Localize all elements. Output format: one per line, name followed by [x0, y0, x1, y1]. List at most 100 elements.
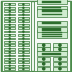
- Circle shape: [23, 21, 24, 22]
- Bar: [42, 9, 61, 10]
- Bar: [37, 57, 50, 61]
- Circle shape: [9, 4, 10, 5]
- Circle shape: [23, 24, 24, 25]
- Bar: [37, 51, 67, 56]
- Bar: [41, 36, 62, 37]
- Circle shape: [59, 68, 61, 70]
- Circle shape: [9, 55, 10, 56]
- Circle shape: [9, 21, 10, 22]
- Circle shape: [9, 17, 10, 19]
- Bar: [53, 62, 67, 66]
- Circle shape: [23, 7, 24, 8]
- Circle shape: [23, 28, 24, 29]
- Bar: [4, 65, 15, 67]
- Bar: [37, 43, 50, 47]
- Bar: [42, 1, 61, 3]
- Bar: [4, 58, 15, 60]
- Bar: [4, 21, 15, 22]
- Bar: [4, 41, 15, 43]
- Circle shape: [23, 58, 24, 59]
- Bar: [4, 55, 15, 56]
- Circle shape: [23, 31, 24, 32]
- Bar: [4, 10, 15, 12]
- Bar: [53, 57, 67, 61]
- Circle shape: [9, 69, 10, 70]
- Circle shape: [9, 24, 10, 25]
- Circle shape: [9, 48, 10, 49]
- Bar: [42, 22, 61, 24]
- Circle shape: [43, 63, 45, 65]
- Bar: [34, 1, 70, 71]
- Circle shape: [9, 65, 10, 66]
- Circle shape: [23, 41, 24, 42]
- Bar: [18, 61, 29, 63]
- Circle shape: [9, 34, 10, 36]
- Bar: [53, 67, 67, 71]
- Bar: [53, 47, 67, 51]
- Circle shape: [9, 11, 10, 12]
- Circle shape: [23, 17, 24, 19]
- Circle shape: [23, 14, 24, 15]
- Bar: [37, 67, 50, 71]
- Circle shape: [23, 69, 24, 70]
- Circle shape: [23, 62, 24, 63]
- Bar: [53, 43, 67, 47]
- Circle shape: [23, 38, 24, 39]
- Bar: [18, 51, 29, 53]
- Bar: [4, 44, 15, 46]
- Circle shape: [23, 34, 24, 36]
- Bar: [18, 58, 29, 60]
- Bar: [18, 24, 29, 26]
- Circle shape: [23, 45, 24, 46]
- Bar: [37, 27, 67, 32]
- Circle shape: [9, 14, 10, 15]
- Bar: [37, 30, 67, 38]
- Bar: [18, 10, 29, 12]
- Bar: [18, 48, 29, 50]
- Bar: [4, 48, 15, 50]
- Circle shape: [43, 68, 45, 70]
- Bar: [37, 9, 67, 17]
- Circle shape: [23, 4, 24, 5]
- Bar: [2, 1, 31, 71]
- Bar: [18, 27, 29, 29]
- Circle shape: [59, 48, 61, 50]
- Bar: [18, 55, 29, 56]
- Circle shape: [23, 48, 24, 49]
- Circle shape: [23, 65, 24, 66]
- Bar: [18, 14, 29, 15]
- Bar: [4, 7, 15, 9]
- Bar: [42, 7, 61, 8]
- Bar: [18, 44, 29, 46]
- Circle shape: [9, 45, 10, 46]
- Bar: [37, 62, 50, 66]
- Bar: [4, 61, 15, 63]
- Bar: [18, 41, 29, 43]
- Circle shape: [9, 52, 10, 53]
- Circle shape: [23, 52, 24, 53]
- Bar: [4, 68, 15, 70]
- Bar: [18, 65, 29, 67]
- Circle shape: [9, 38, 10, 39]
- Bar: [18, 68, 29, 70]
- Circle shape: [59, 58, 61, 60]
- Bar: [18, 31, 29, 32]
- Bar: [4, 31, 15, 32]
- Circle shape: [43, 44, 45, 46]
- Bar: [42, 28, 61, 31]
- Circle shape: [23, 11, 24, 12]
- Bar: [4, 34, 15, 36]
- Bar: [41, 11, 62, 12]
- Bar: [37, 47, 50, 51]
- Circle shape: [43, 48, 45, 50]
- Bar: [18, 3, 29, 5]
- Bar: [18, 7, 29, 9]
- Bar: [37, 21, 67, 26]
- Bar: [37, 6, 67, 10]
- Bar: [41, 32, 62, 33]
- Circle shape: [9, 28, 10, 29]
- Circle shape: [9, 31, 10, 32]
- Bar: [41, 34, 62, 35]
- Bar: [37, 0, 67, 4]
- Bar: [4, 3, 15, 5]
